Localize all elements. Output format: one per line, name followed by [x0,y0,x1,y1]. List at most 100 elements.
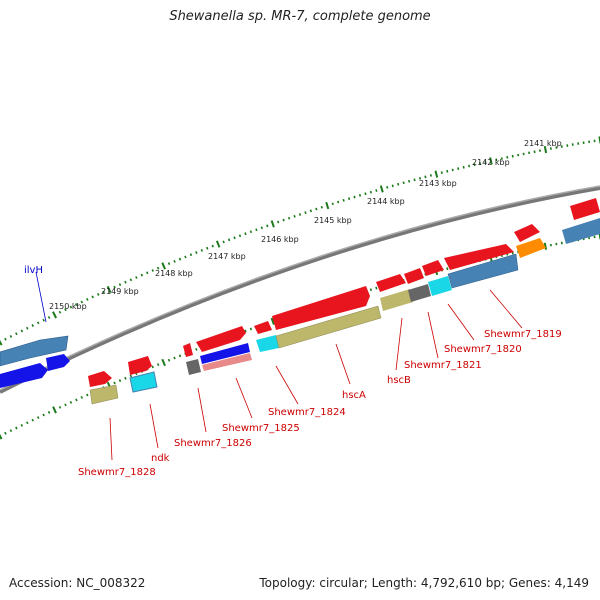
gene-label-hscA[interactable]: hscA [342,390,366,401]
gene-feature-steelblue-long[interactable] [447,253,519,289]
ruler-minor-tick [151,269,154,272]
ruler-minor-tick [506,156,509,159]
ruler-minor-tick [47,410,51,414]
gene-feature-red-long[interactable] [444,244,514,270]
ruler-minor-tick [31,324,35,327]
ruler-minor-tick [96,292,100,296]
gene-label-Shewmr7_1825[interactable]: Shewmr7_1825 [222,423,300,434]
gene-feature-blue-small[interactable] [46,354,70,371]
gene-feature-red-small[interactable] [183,343,193,357]
ruler-minor-tick [282,218,285,222]
ruler-major-tick [434,170,439,178]
gene-feature-red[interactable] [196,326,246,352]
map-title: Shewanella sp. MR-7, complete genome [169,9,431,24]
gene-label-ilvH[interactable]: ilvH [24,265,43,276]
ruler-minor-tick [129,374,133,378]
accession-text: Accession: NC_008322 [9,576,146,590]
ruler-minor-tick [42,413,45,417]
ruler-minor-tick [424,175,427,179]
gene-feature-gray[interactable] [186,359,201,375]
label-connectors [35,271,523,461]
gene-feature-red[interactable] [376,274,406,292]
ruler-minor-tick [69,305,73,309]
ruler-minor-tick [500,157,503,160]
gene-feature-olive[interactable] [89,384,119,405]
gene-feature-red[interactable] [128,356,152,375]
scale-label-2145: 2145 kbp [314,216,352,225]
gene-feature-red[interactable] [254,321,272,334]
ruler-minor-tick [75,398,78,402]
gene-label-Shewmr7_1820[interactable]: Shewmr7_1820 [444,344,522,355]
gene-feature-red[interactable] [514,224,540,242]
ruler-minor-tick [446,267,449,271]
ruler-major-tick [270,317,275,325]
gene-feature-steelblue[interactable] [0,335,69,367]
ruler-major-tick [0,339,3,346]
ruler-minor-tick [64,308,67,312]
gene-feature-olive[interactable] [380,289,413,311]
gene-label-hscB[interactable]: hscB [387,375,411,386]
ruler-minor-tick [402,181,405,185]
gene-feature-red[interactable] [422,260,444,276]
gene-label-ndk[interactable]: ndk [151,453,170,464]
ruler-minor-tick [15,426,18,430]
ruler-minor-tick [227,238,231,242]
ruler-minor-tick [184,255,187,259]
gene-label-Shewmr7_1819[interactable]: Shewmr7_1819 [484,329,562,340]
gene-feature-red-small[interactable] [404,268,424,284]
ruler-minor-tick [555,146,558,149]
ruler-major-tick [543,242,548,250]
ruler-minor-tick [69,400,73,404]
ruler-minor-tick [473,163,476,167]
ruler-minor-tick [495,158,498,162]
gene-feature-steelblue[interactable] [562,218,600,244]
gene-label-Shewmr7_1826[interactable]: Shewmr7_1826 [174,438,252,449]
ruler-minor-tick [249,230,253,234]
ruler-minor-tick [118,283,122,287]
ruler-major-tick [215,240,221,248]
ruler-minor-tick [266,224,269,228]
ruler-major-tick [52,406,57,414]
scale-label-2142: 2142 kbp [472,158,510,167]
gene-feature-pink[interactable] [202,353,252,371]
ruler-minor-tick [195,347,198,351]
ruler-minor-tick [178,354,182,358]
gene-label-Shewmr7_1828[interactable]: Shewmr7_1828 [78,467,156,478]
ruler-minor-tick [195,251,198,254]
ruler-minor-tick [408,179,411,183]
gene-feature-red-long[interactable] [272,286,370,330]
ruler-minor-tick [9,429,13,433]
gene-label-Shewmr7_1821[interactable]: Shewmr7_1821 [404,360,482,371]
ruler-minor-tick [446,169,449,173]
ruler-minor-tick [58,405,62,409]
ruler-minor-tick [293,214,296,218]
ruler-minor-tick [255,228,258,232]
ruler-minor-tick [167,262,171,266]
gene-feature-red[interactable] [88,371,112,387]
gene-feature-cyan[interactable] [129,371,158,393]
gene-label-Shewmr7_1824[interactable]: Shewmr7_1824 [268,407,346,418]
ruler-minor-tick [42,318,45,322]
ruler-minor-tick [249,327,253,331]
scale-ruler-outer [0,136,600,346]
ruler-minor-tick [375,189,378,192]
scale-label-2148: 2148 kbp [155,269,193,278]
ruler-minor-tick [440,171,443,175]
gene-feature-red[interactable] [570,198,600,220]
ruler-minor-tick [429,174,432,177]
ruler-minor-tick [277,220,280,224]
gene-feature-olive-long[interactable] [275,305,382,349]
gene-feature-orange[interactable] [516,238,546,258]
ruler-minor-tick [287,216,291,220]
ruler-minor-tick [135,276,138,279]
ruler-minor-tick [151,365,154,369]
gene-feature-cyan[interactable] [428,276,452,296]
gene-feature-blue-bar[interactable] [200,343,250,364]
gene-feature-gray[interactable] [408,284,431,302]
gene-feature-cyan[interactable] [256,335,279,352]
ruler-minor-tick [36,416,40,419]
gene-feature-blue[interactable] [0,363,48,388]
ruler-minor-tick [391,184,394,188]
ruler-minor-tick [156,266,160,270]
